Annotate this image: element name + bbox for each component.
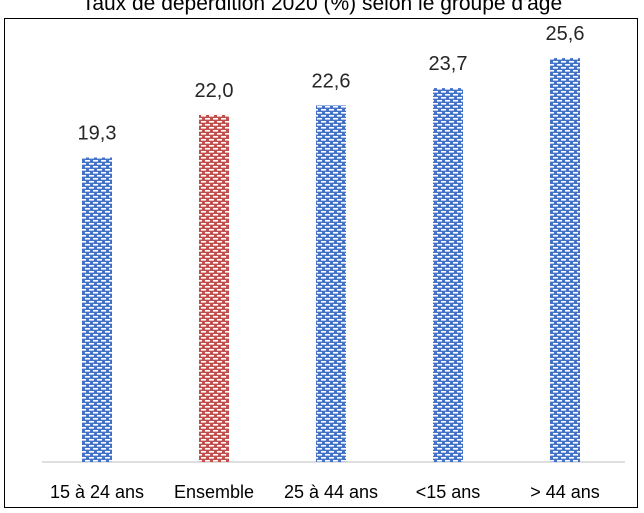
bar-3 bbox=[433, 88, 463, 463]
value-label-1: 22,0 bbox=[195, 80, 234, 102]
chart-frame bbox=[4, 18, 638, 508]
bar-0 bbox=[82, 157, 112, 463]
category-label-0: 15 à 24 ans bbox=[50, 482, 144, 502]
value-label-4: 25,6 bbox=[546, 23, 585, 45]
category-label-1: Ensemble bbox=[174, 482, 254, 502]
category-label-2: 25 à 44 ans bbox=[284, 482, 378, 502]
value-label-3: 23,7 bbox=[429, 53, 468, 75]
bar-1 bbox=[199, 114, 229, 462]
category-label-4: > 44 ans bbox=[530, 482, 600, 502]
value-label-2: 22,6 bbox=[312, 70, 351, 92]
chart-title: Taux de déperdition 2020 (%) selon le gr… bbox=[81, 0, 563, 15]
bar-2 bbox=[316, 105, 346, 462]
bar-4 bbox=[550, 58, 580, 462]
category-label-3: <15 ans bbox=[416, 482, 481, 502]
value-label-0: 19,3 bbox=[78, 123, 117, 145]
